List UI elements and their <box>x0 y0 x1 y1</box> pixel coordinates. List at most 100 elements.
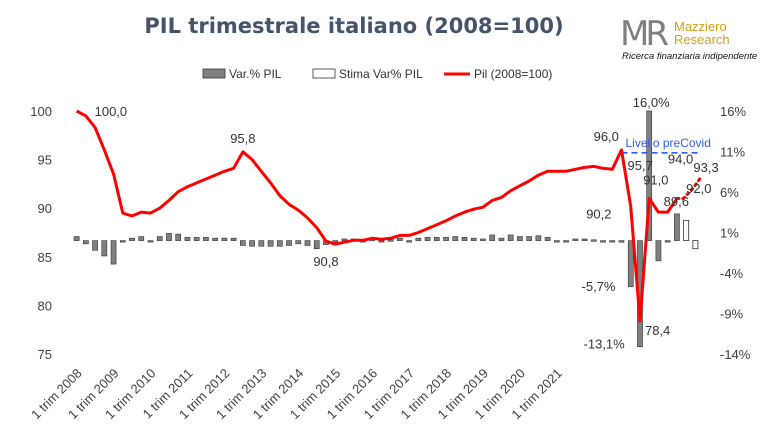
y-right-tick-label: 16% <box>720 104 746 119</box>
bar-var-pil <box>92 240 98 251</box>
y-right-tick-label: -9% <box>720 307 744 322</box>
bar-var-pil <box>249 240 255 247</box>
logo-initials: MR <box>620 14 669 54</box>
bar-var-pil <box>554 240 560 243</box>
label-pil-78-4: 78,4 <box>645 323 670 338</box>
bar-var-pil <box>563 240 569 243</box>
bar-var-pil <box>184 237 191 241</box>
bar-var-pil <box>276 240 283 247</box>
bar-var-pil <box>498 237 505 241</box>
logo-tagline: Ricerca finanziaria indipendente <box>622 51 758 62</box>
bar-var-pil <box>406 240 412 243</box>
bar-var-pil <box>646 110 653 241</box>
bar-var-pil <box>110 240 117 265</box>
brand-logo: MR Mazziero Research Ricerca finanziaria… <box>596 14 766 64</box>
bar-var-pil <box>258 240 265 247</box>
bar-var-pil <box>295 240 302 245</box>
bar-var-pil <box>517 236 523 241</box>
bar-var-pil <box>489 234 496 241</box>
bar-var-pil <box>397 237 403 241</box>
bar-var-pil <box>304 240 311 246</box>
bar-var-pil <box>507 234 514 241</box>
bar-var-pil <box>240 240 246 246</box>
label-pil-91-0: 91,0 <box>643 172 668 187</box>
y-right-tick-label: -14% <box>720 347 751 362</box>
bar-var-pil <box>535 235 542 241</box>
bar-var-pil <box>600 240 606 243</box>
label-pil-92-0: 92,0 <box>686 181 711 196</box>
bar-var-pil <box>387 239 394 242</box>
label-var-minus-5-7: -5,7% <box>582 279 616 294</box>
bar-var-pil <box>212 237 218 241</box>
y-right-tick-label: -4% <box>720 266 744 281</box>
logo-name-line1: Mazziero <box>674 19 727 34</box>
pil-estimate-line <box>675 174 704 200</box>
y-left-tick-label: 100 <box>30 104 52 119</box>
bar-var-pil <box>101 240 108 257</box>
bar-var-pil <box>156 236 163 241</box>
bar-var-pil <box>415 237 422 241</box>
bar-var-pil <box>655 240 662 262</box>
y-right-tick-label: 11% <box>720 145 745 160</box>
legend-swatch-estimate <box>312 68 336 79</box>
bar-estimate-var-pil <box>683 219 690 242</box>
bar-var-pil <box>378 240 385 243</box>
legend-label-estimate: Stima Var% PIL <box>339 67 423 81</box>
y-right-tick-label: 6% <box>720 185 739 200</box>
bar-var-pil <box>221 237 228 241</box>
bar-var-pil <box>424 237 431 241</box>
label-pil-90-2: 90,2 <box>586 206 611 221</box>
bar-var-pil <box>230 237 237 241</box>
label-pil-89-6: 89,6 <box>664 194 689 209</box>
bar-var-pil <box>193 237 200 241</box>
bar-var-pil <box>286 240 292 246</box>
bar-var-pil <box>526 236 532 241</box>
bar-estimate-var-pil <box>692 240 699 250</box>
bar-var-pil <box>73 236 80 241</box>
y-left-tick-label: 95 <box>38 153 52 168</box>
bar-var-pil <box>480 238 486 241</box>
bar-var-pil <box>341 238 348 241</box>
bar-var-pil <box>664 240 671 243</box>
bar-var-pil <box>129 237 135 241</box>
label-pil-93-3: 93,3 <box>693 160 718 175</box>
bar-var-pil <box>581 238 588 241</box>
bar-var-pil <box>627 240 634 288</box>
label-pil-96-0: 96,0 <box>594 129 619 144</box>
bar-var-pil <box>609 240 616 243</box>
bar-var-pil <box>332 240 339 243</box>
bar-var-pil <box>119 240 126 243</box>
label-var-16-0: 16,0% <box>633 95 670 110</box>
bar-var-pil <box>618 240 625 243</box>
y-left-tick-label: 85 <box>38 250 52 265</box>
bar-var-pil <box>166 233 172 241</box>
legend-label-var: Var.% PIL <box>229 67 282 81</box>
label-pil-94-0: 94,0 <box>668 151 693 166</box>
bar-var-pil <box>83 240 89 245</box>
label-pil-95-7: 95,7 <box>628 158 653 173</box>
bar-var-pil <box>138 236 145 241</box>
bar-var-pil <box>443 237 449 241</box>
label-pil-100: 100,0 <box>95 104 128 119</box>
label-pil-95-8: 95,8 <box>230 131 255 146</box>
logo-name-line2: Research <box>674 32 730 47</box>
bar-var-pil <box>433 237 440 241</box>
bar-var-pil <box>572 238 579 241</box>
y-left-tick-label: 80 <box>38 298 52 313</box>
y-right-tick-label: 1% <box>720 226 739 241</box>
label-pil-90-8: 90,8 <box>313 254 338 269</box>
bar-var-pil <box>267 240 274 247</box>
y-left-tick-label: 90 <box>38 201 52 216</box>
bar-var-pil <box>175 233 182 241</box>
bar-var-pil <box>147 240 154 243</box>
chart-title: PIL trimestrale italiano (2008=100) <box>144 14 564 38</box>
bar-var-pil <box>461 237 468 241</box>
legend: Var.% PIL Stima Var% PIL Pil (2008=100) <box>202 67 552 81</box>
bar-var-pil <box>313 240 320 250</box>
bar-var-pil <box>470 237 477 241</box>
bar-var-pil <box>203 237 209 241</box>
pil-index-line <box>75 109 679 323</box>
bar-var-pil <box>590 239 597 242</box>
